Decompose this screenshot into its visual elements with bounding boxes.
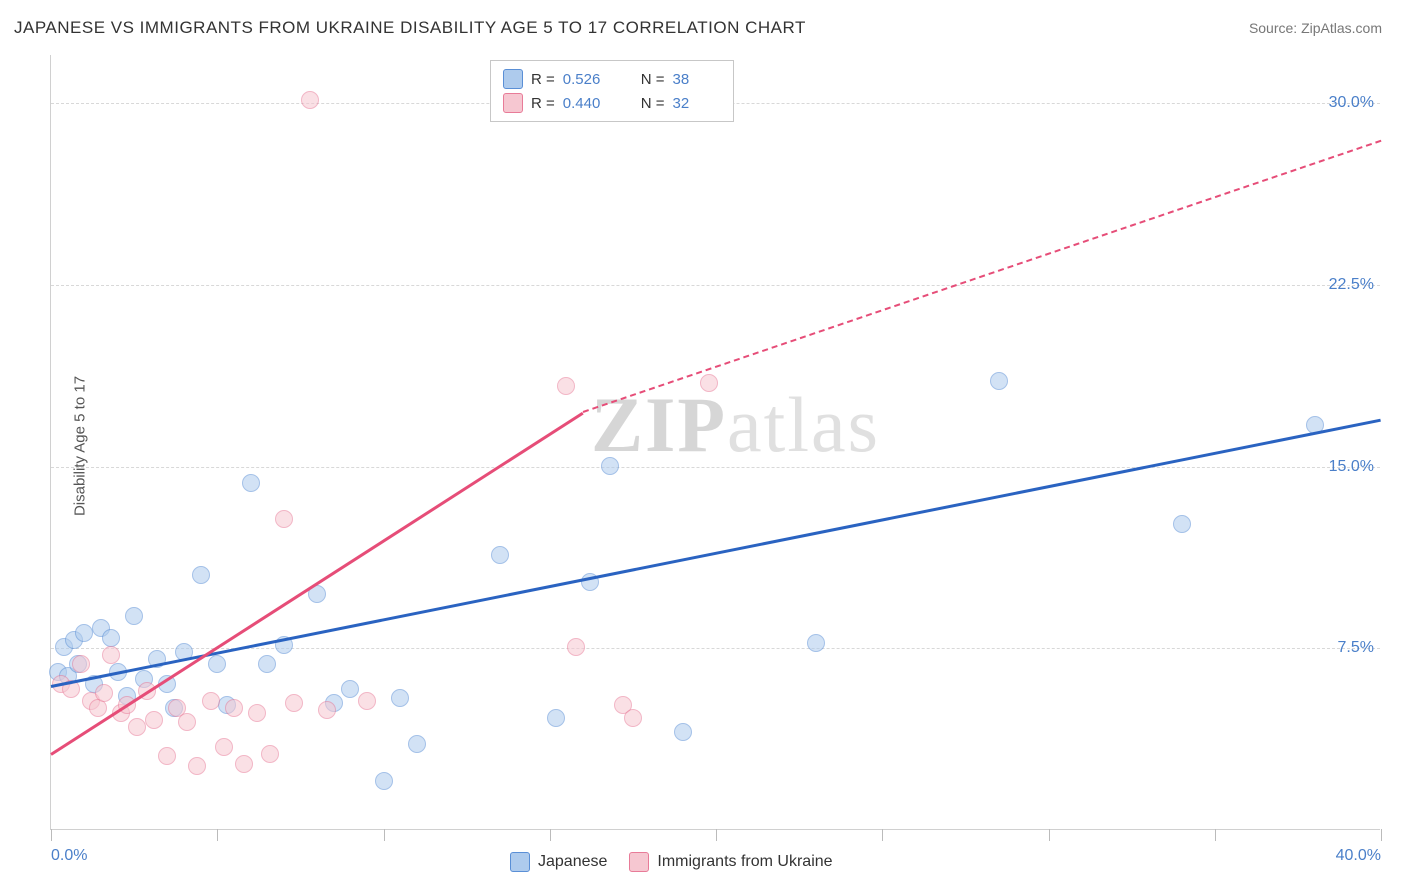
scatter-point	[258, 655, 276, 673]
x-tick	[882, 829, 883, 841]
series-legend: Japanese Immigrants from Ukraine	[510, 852, 833, 872]
x-tick	[716, 829, 717, 841]
scatter-point	[990, 372, 1008, 390]
scatter-point	[391, 689, 409, 707]
scatter-point	[235, 755, 253, 773]
scatter-point	[674, 723, 692, 741]
n-value: 32	[673, 95, 721, 112]
scatter-point	[318, 701, 336, 719]
scatter-point	[358, 692, 376, 710]
legend-swatch	[629, 852, 649, 872]
scatter-point	[225, 699, 243, 717]
r-value: 0.526	[563, 71, 611, 88]
y-tick-label: 15.0%	[1329, 458, 1374, 476]
scatter-point	[158, 747, 176, 765]
series-legend-label: Immigrants from Ukraine	[657, 853, 832, 871]
scatter-point	[125, 607, 143, 625]
scatter-point	[547, 709, 565, 727]
scatter-point	[557, 377, 575, 395]
gridline	[51, 467, 1380, 468]
stats-legend: R =0.526N =38R =0.440N =32	[490, 60, 734, 122]
y-tick-label: 30.0%	[1329, 94, 1374, 112]
x-tick	[1049, 829, 1050, 841]
legend-swatch	[503, 69, 523, 89]
scatter-point	[102, 629, 120, 647]
series-legend-item: Japanese	[510, 852, 607, 872]
gridline	[51, 285, 1380, 286]
scatter-point	[341, 680, 359, 698]
scatter-point	[491, 546, 509, 564]
gridline	[51, 648, 1380, 649]
scatter-point	[95, 684, 113, 702]
scatter-point	[208, 655, 226, 673]
scatter-point	[1173, 515, 1191, 533]
n-value: 38	[673, 71, 721, 88]
scatter-point	[275, 510, 293, 528]
scatter-point	[192, 566, 210, 584]
scatter-point	[601, 457, 619, 475]
x-tick	[384, 829, 385, 841]
series-legend-label: Japanese	[538, 853, 607, 871]
y-tick-label: 7.5%	[1338, 639, 1374, 657]
x-tick	[1381, 829, 1382, 841]
scatter-point	[261, 745, 279, 763]
trend-line	[50, 411, 584, 755]
x-tick	[217, 829, 218, 841]
y-tick-label: 22.5%	[1329, 276, 1374, 294]
scatter-point	[375, 772, 393, 790]
x-max-label: 40.0%	[1336, 847, 1381, 865]
scatter-point	[178, 713, 196, 731]
scatter-point	[188, 757, 206, 775]
x-tick	[51, 829, 52, 841]
scatter-point	[248, 704, 266, 722]
scatter-point	[242, 474, 260, 492]
scatter-point	[408, 735, 426, 753]
x-tick	[550, 829, 551, 841]
legend-swatch	[510, 852, 530, 872]
scatter-point	[567, 638, 585, 656]
stats-legend-row: R =0.440N =32	[503, 91, 721, 115]
scatter-point	[215, 738, 233, 756]
scatter-point	[128, 718, 146, 736]
chart-title: JAPANESE VS IMMIGRANTS FROM UKRAINE DISA…	[14, 18, 806, 38]
trend-line	[583, 140, 1382, 413]
source-label: Source: ZipAtlas.com	[1249, 20, 1382, 36]
series-legend-item: Immigrants from Ukraine	[629, 852, 832, 872]
r-value: 0.440	[563, 95, 611, 112]
scatter-point	[202, 692, 220, 710]
scatter-point	[102, 646, 120, 664]
legend-swatch	[503, 93, 523, 113]
correlation-chart: JAPANESE VS IMMIGRANTS FROM UKRAINE DISA…	[0, 0, 1406, 892]
stats-legend-row: R =0.526N =38	[503, 67, 721, 91]
scatter-point	[285, 694, 303, 712]
scatter-point	[807, 634, 825, 652]
plot-area: ZIPatlas 7.5%15.0%22.5%30.0%0.0%40.0%	[50, 55, 1380, 830]
scatter-point	[624, 709, 642, 727]
scatter-point	[145, 711, 163, 729]
scatter-point	[301, 91, 319, 109]
scatter-point	[72, 655, 90, 673]
scatter-point	[75, 624, 93, 642]
scatter-point	[700, 374, 718, 392]
x-tick	[1215, 829, 1216, 841]
x-min-label: 0.0%	[51, 847, 87, 865]
